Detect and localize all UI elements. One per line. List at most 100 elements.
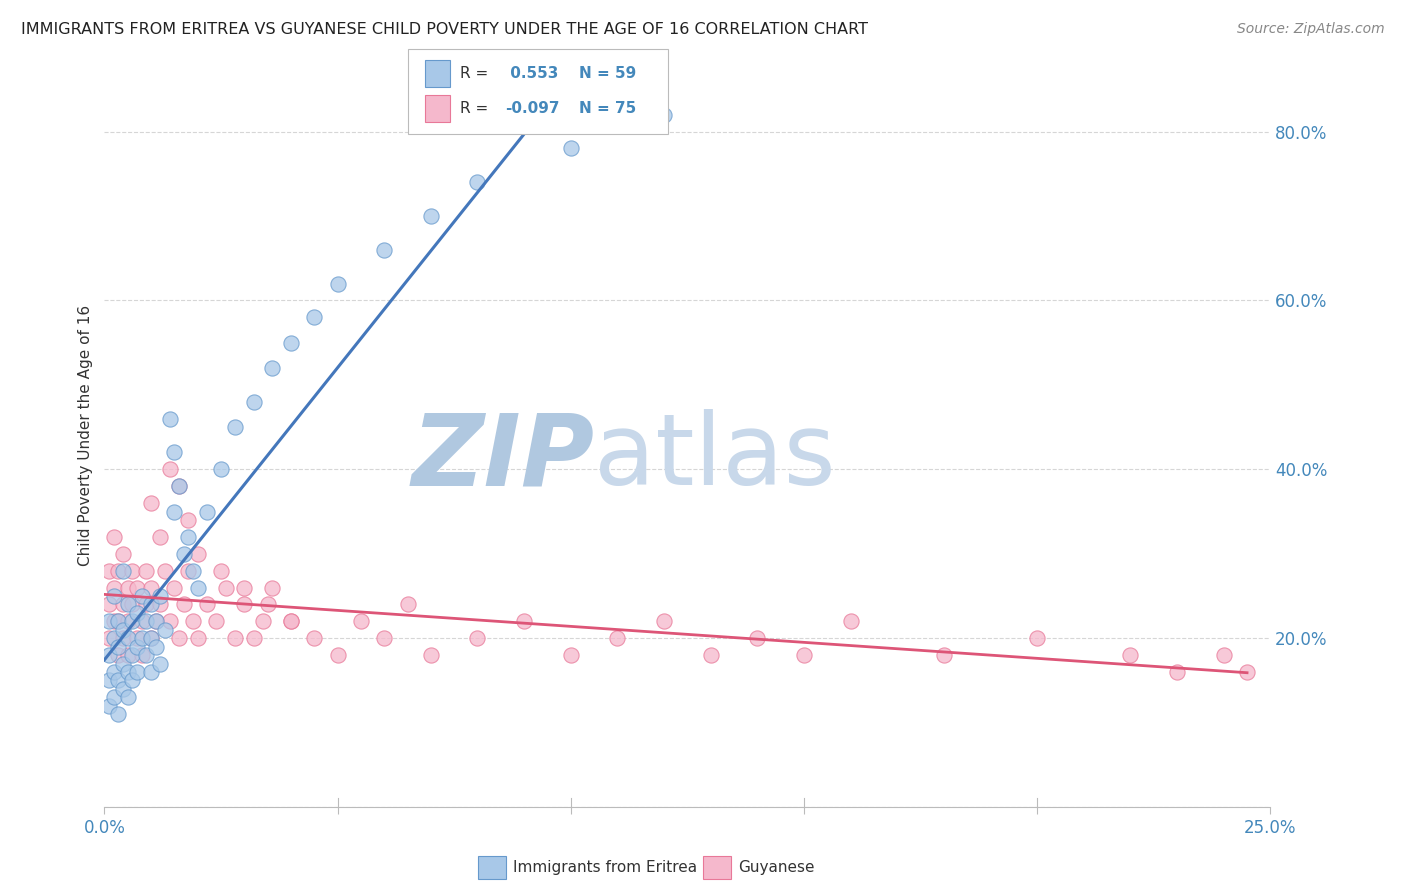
Point — [373, 631, 395, 645]
Point — [131, 631, 153, 645]
Point — [187, 581, 209, 595]
Point — [121, 673, 143, 688]
Point — [159, 411, 181, 425]
Point — [181, 564, 204, 578]
Point — [177, 513, 200, 527]
Point — [131, 615, 153, 629]
Point — [117, 631, 139, 645]
Text: Immigrants from Eritrea: Immigrants from Eritrea — [513, 860, 697, 874]
Y-axis label: Child Poverty Under the Age of 16: Child Poverty Under the Age of 16 — [79, 305, 93, 566]
Point — [209, 564, 232, 578]
Point — [103, 665, 125, 679]
Text: Source: ZipAtlas.com: Source: ZipAtlas.com — [1237, 22, 1385, 37]
Text: R =: R = — [460, 66, 494, 81]
Point — [167, 479, 190, 493]
Point — [112, 598, 135, 612]
Point — [396, 598, 419, 612]
Point — [419, 209, 441, 223]
Text: N = 59: N = 59 — [579, 66, 637, 81]
Point — [145, 615, 167, 629]
Point — [107, 707, 129, 722]
Point — [1212, 648, 1234, 662]
Point — [205, 615, 228, 629]
Point — [181, 615, 204, 629]
Point — [131, 589, 153, 603]
Point — [139, 631, 162, 645]
Point — [98, 648, 121, 662]
Point — [1026, 631, 1049, 645]
Point — [1166, 665, 1188, 679]
Point — [256, 598, 278, 612]
Point — [117, 690, 139, 705]
Text: Guyanese: Guyanese — [738, 860, 814, 874]
Point — [233, 581, 256, 595]
Point — [163, 581, 186, 595]
Point — [107, 615, 129, 629]
Point — [107, 615, 129, 629]
Point — [125, 640, 148, 654]
Point — [103, 631, 125, 645]
Point — [98, 631, 121, 645]
Point — [560, 648, 582, 662]
Point — [839, 615, 862, 629]
Point — [326, 277, 349, 291]
Point — [560, 141, 582, 155]
Point — [98, 673, 121, 688]
Point — [513, 615, 536, 629]
Point — [98, 698, 121, 713]
Point — [112, 623, 135, 637]
Point — [117, 648, 139, 662]
Text: N = 75: N = 75 — [579, 101, 637, 116]
Point — [262, 581, 284, 595]
Point — [149, 657, 172, 671]
Text: -0.097: -0.097 — [505, 101, 560, 116]
Point — [159, 615, 181, 629]
Point — [117, 581, 139, 595]
Point — [304, 631, 326, 645]
Point — [139, 598, 162, 612]
Point — [125, 606, 148, 620]
Point — [173, 547, 195, 561]
Point — [103, 530, 125, 544]
Point — [373, 243, 395, 257]
Point — [121, 564, 143, 578]
Point — [135, 648, 157, 662]
Point — [652, 108, 675, 122]
Text: ZIP: ZIP — [411, 409, 595, 507]
Point — [350, 615, 373, 629]
Point — [195, 598, 218, 612]
Point — [252, 615, 274, 629]
Point — [195, 504, 218, 518]
Point — [173, 598, 195, 612]
Point — [149, 530, 172, 544]
Point — [1236, 665, 1258, 679]
Point — [606, 631, 628, 645]
Point — [932, 648, 955, 662]
Point — [112, 681, 135, 696]
Point — [1119, 648, 1142, 662]
Point — [233, 598, 256, 612]
Point — [326, 648, 349, 662]
Point — [280, 335, 302, 350]
Point — [103, 581, 125, 595]
Point — [112, 547, 135, 561]
Point — [209, 462, 232, 476]
Point — [163, 445, 186, 459]
Point — [793, 648, 815, 662]
Point — [153, 564, 176, 578]
Point — [107, 564, 129, 578]
Point — [224, 631, 246, 645]
Point — [177, 564, 200, 578]
Point — [242, 631, 264, 645]
Point — [280, 615, 302, 629]
Point — [177, 530, 200, 544]
Point — [103, 589, 125, 603]
Point — [107, 648, 129, 662]
Point — [112, 631, 135, 645]
Point — [187, 547, 209, 561]
Point — [125, 631, 148, 645]
Point — [242, 394, 264, 409]
Point — [125, 581, 148, 595]
Point — [125, 665, 148, 679]
Point — [139, 581, 162, 595]
